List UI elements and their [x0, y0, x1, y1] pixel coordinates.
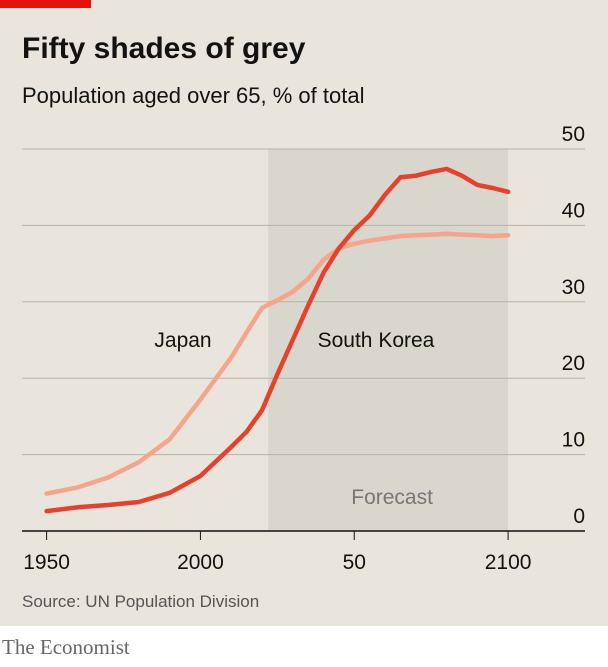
series-line: [44, 166, 511, 514]
source: Source: UN Population Division: [22, 592, 259, 611]
x-tick-label: 2000: [177, 551, 224, 574]
series-label: Japan: [154, 329, 211, 352]
y-tick-label: 0: [573, 505, 585, 528]
y-tick-label: 20: [562, 352, 585, 375]
forecast-label: Forecast: [351, 486, 433, 509]
forecast-shade: [268, 149, 509, 531]
y-tick-label: 40: [562, 199, 585, 222]
chart-subtitle: Population aged over 65, % of total: [22, 83, 364, 108]
x-tick-label: 2100: [485, 551, 532, 574]
series-label: South Korea: [318, 329, 435, 352]
y-tick-label: 50: [562, 123, 585, 146]
chart-title: Fifty shades of grey: [22, 32, 306, 65]
y-tick-label: 30: [562, 276, 585, 299]
x-tick-label: 1950: [23, 551, 70, 574]
y-tick-label: 10: [562, 429, 585, 452]
series-line: [44, 231, 511, 496]
brand-tag: [0, 0, 91, 8]
x-tick-label: 50: [343, 551, 366, 574]
brand: The Economist: [2, 635, 130, 659]
